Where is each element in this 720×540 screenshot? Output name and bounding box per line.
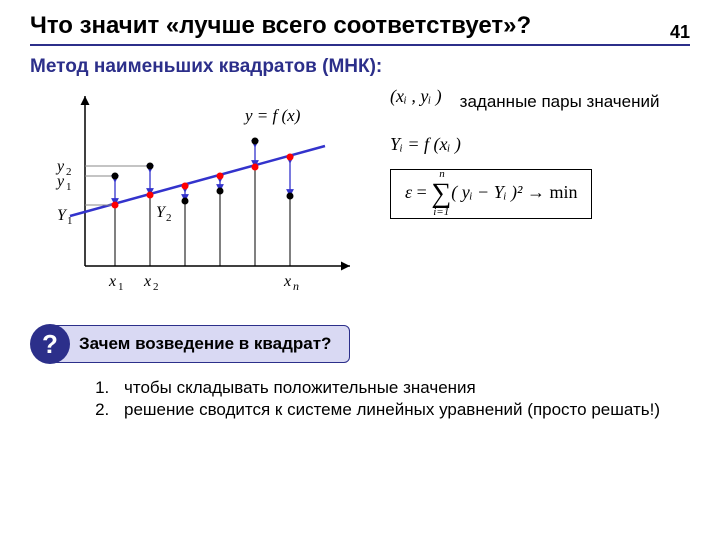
pairs-formula: (xᵢ , yᵢ ) — [390, 86, 442, 107]
least-squares-chart: y2y1Y1Y2x1x2xny = f (x) — [30, 86, 370, 306]
min-formula-box: ε = n∑i=1( yᵢ − Yᵢ )² → min — [390, 169, 592, 219]
pairs-desc: заданные пары значений — [460, 92, 660, 112]
sum-symbol: n∑i=1 — [431, 178, 451, 210]
slide-title: Что значит «лучше всего соответствует»? — [30, 12, 690, 40]
svg-text:1: 1 — [118, 281, 124, 293]
svg-text:y = f (x): y = f (x) — [243, 106, 301, 125]
svg-text:1: 1 — [66, 181, 72, 193]
answer-item-1: чтобы складывать положительные значения — [114, 378, 690, 398]
svg-text:n: n — [293, 279, 299, 293]
answers-list: чтобы складывать положительные значения … — [90, 378, 690, 420]
page-number: 41 — [670, 22, 690, 43]
svg-text:y: y — [55, 173, 65, 190]
title-underline — [30, 44, 690, 46]
answer-item-2: решение сводится к системе линейных урав… — [114, 400, 690, 420]
subtitle: Метод наименьших квадратов (МНК): — [30, 56, 690, 78]
pairs-row: (xᵢ , yᵢ ) заданные пары значений — [390, 86, 690, 112]
svg-text:x: x — [143, 273, 151, 290]
svg-text:2: 2 — [166, 212, 172, 224]
svg-text:x: x — [108, 273, 116, 290]
svg-text:x: x — [283, 273, 291, 290]
callout-text: Зачем возведение в квадрат? — [50, 325, 350, 363]
svg-text:2: 2 — [153, 281, 159, 293]
question-icon: ? — [30, 324, 70, 364]
question-callout: ? Зачем возведение в квадрат? — [30, 324, 690, 364]
svg-text:1: 1 — [67, 215, 73, 227]
yi-formula: Yᵢ = f (xᵢ ) — [390, 134, 690, 155]
svg-text:2: 2 — [66, 166, 72, 178]
